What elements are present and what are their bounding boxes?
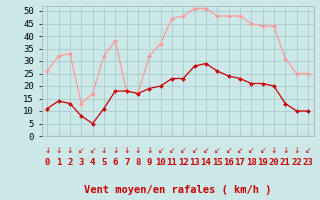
Text: ↓: ↓ [101,146,107,155]
Text: 20: 20 [268,158,279,167]
Text: ↓: ↓ [44,146,51,155]
Text: 18: 18 [246,158,257,167]
Text: 11: 11 [166,158,177,167]
Text: ↓: ↓ [55,146,62,155]
Text: ↓: ↓ [293,146,300,155]
Text: 14: 14 [201,158,211,167]
Text: ↓: ↓ [271,146,277,155]
Text: 10: 10 [155,158,166,167]
Text: ↓: ↓ [135,146,141,155]
Text: ↓: ↓ [67,146,73,155]
Text: 2: 2 [67,158,73,167]
Text: ↓: ↓ [146,146,152,155]
Text: ↙: ↙ [305,146,311,155]
Text: 19: 19 [257,158,268,167]
Text: 23: 23 [302,158,313,167]
Text: 16: 16 [223,158,234,167]
Text: ↙: ↙ [248,146,254,155]
Text: ↙: ↙ [89,146,96,155]
Text: ↙: ↙ [214,146,220,155]
Text: 9: 9 [147,158,152,167]
Text: ↙: ↙ [260,146,266,155]
Text: ↓: ↓ [282,146,288,155]
Text: ↓: ↓ [124,146,130,155]
Text: ↙: ↙ [225,146,232,155]
Text: 13: 13 [189,158,200,167]
Text: 0: 0 [44,158,50,167]
Text: 17: 17 [235,158,245,167]
Text: ↙: ↙ [203,146,209,155]
Text: 3: 3 [79,158,84,167]
Text: 5: 5 [101,158,107,167]
Text: ↙: ↙ [237,146,243,155]
Text: ↙: ↙ [180,146,187,155]
Text: ↙: ↙ [157,146,164,155]
Text: 7: 7 [124,158,129,167]
Text: Vent moyen/en rafales ( km/h ): Vent moyen/en rafales ( km/h ) [84,185,271,195]
Text: 22: 22 [291,158,302,167]
Text: ↓: ↓ [112,146,118,155]
Text: 15: 15 [212,158,223,167]
Text: 12: 12 [178,158,189,167]
Text: 6: 6 [113,158,118,167]
Text: ↙: ↙ [191,146,198,155]
Text: 8: 8 [135,158,140,167]
Text: 4: 4 [90,158,95,167]
Text: ↙: ↙ [78,146,84,155]
Text: 1: 1 [56,158,61,167]
Text: 21: 21 [280,158,291,167]
Text: ↙: ↙ [169,146,175,155]
